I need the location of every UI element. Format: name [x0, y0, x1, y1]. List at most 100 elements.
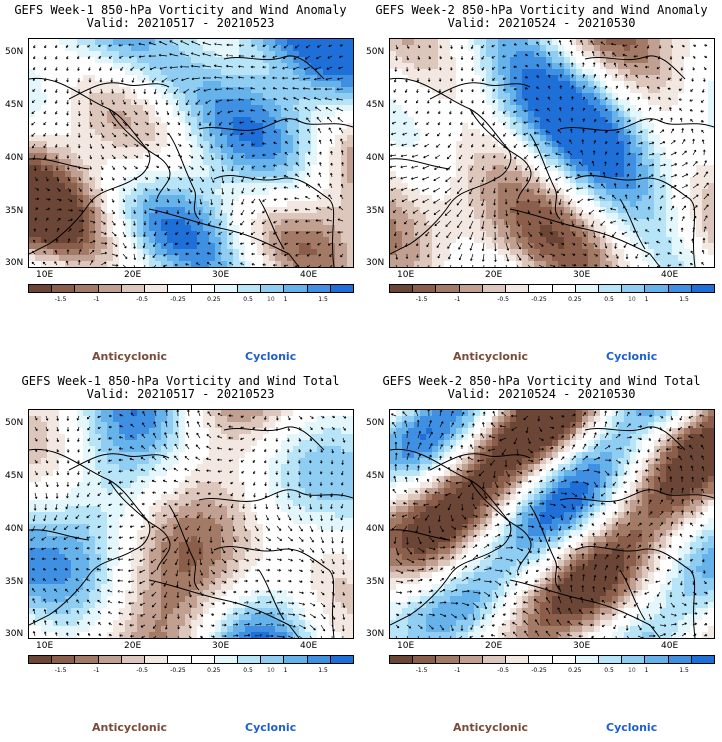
lon-label: 30E: [212, 270, 230, 280]
panel-title: GEFS Week-2 850-hPa Vorticity and Wind T…: [382, 374, 701, 388]
panel-valid-dates: Valid: 20210524 - 20210530: [447, 387, 636, 401]
colorbar-swatch: [330, 656, 354, 663]
colorbar-label: 0.5: [604, 667, 614, 674]
colorbar-swatch: [506, 656, 530, 663]
colorbar-swatch: [668, 285, 692, 292]
colorbar-label: 1: [283, 296, 288, 303]
coastlines: [390, 55, 714, 267]
lat-label: 30N: [366, 258, 385, 268]
panel-title: GEFS Week-2 850-hPa Vorticity and Wind A…: [375, 3, 708, 17]
lon-label: 40E: [661, 641, 679, 651]
lon-label: 40E: [300, 270, 318, 280]
colorbar-swatch: [29, 656, 53, 663]
colorbar-swatch: [622, 656, 646, 663]
colorbar-swatch: [284, 656, 308, 663]
colorbar-swatch: [645, 656, 669, 663]
lat-label: 45N: [366, 100, 385, 110]
colorbar-swatch: [29, 285, 53, 292]
vorticity-shading: [29, 39, 353, 267]
colorbar-label: -0.25: [170, 667, 186, 674]
colorbar-swatch: [691, 656, 715, 663]
cyclonic-label: Cyclonic: [245, 721, 297, 734]
colorbar-swatch: [482, 656, 507, 663]
vorticity-shading: [390, 410, 714, 638]
panel-valid-dates: Valid: 20210517 - 20210523: [86, 387, 275, 401]
colorbar-swatch: [598, 285, 623, 292]
lat-label: 30N: [5, 258, 24, 268]
colorbar-swatch: [413, 656, 437, 663]
colorbar-swatch: [98, 285, 122, 292]
colorbar-label: -1: [454, 296, 461, 303]
anticyclonic-label: Anticyclonic: [92, 721, 168, 734]
colorbar-label: -0.25: [531, 667, 547, 674]
reference-vector-label: 10: [628, 296, 636, 303]
lon-label: 10E: [36, 641, 54, 651]
colorbar-swatch: [529, 656, 553, 663]
colorbar-label: -1: [93, 667, 100, 674]
colorbar-swatch: [529, 285, 553, 292]
wind-vectors: [31, 40, 345, 267]
lat-label: 40N: [5, 153, 24, 163]
map-panel-2: GEFS Week-2 850-hPa Vorticity and Wind A…: [361, 0, 722, 371]
colorbar-swatch: [506, 285, 530, 292]
colorbar-label: 1: [644, 296, 649, 303]
lat-label: 35N: [5, 577, 24, 587]
colorbar-label: 1.5: [679, 667, 689, 674]
colorbar-swatch: [307, 656, 331, 663]
lat-label: 50N: [366, 47, 385, 57]
reference-vector-label: 10: [267, 667, 275, 674]
colorbar-swatch: [191, 656, 215, 663]
colorbar-swatch: [145, 656, 169, 663]
lon-label: 10E: [36, 270, 54, 280]
lat-label: 40N: [366, 524, 385, 534]
wind-vectors: [391, 410, 708, 638]
colorbar-swatch: [575, 285, 599, 292]
colorbar-swatch: [598, 656, 623, 663]
colorbar-swatch: [552, 285, 576, 292]
vorticity-wind-map: [28, 409, 354, 639]
anticyclonic-label: Anticyclonic: [453, 350, 529, 363]
colorbar-label: 1.5: [679, 296, 689, 303]
colorbar-swatch: [261, 285, 285, 292]
anticyclonic-label: Anticyclonic: [92, 350, 168, 363]
colorbar-label: -0.25: [531, 296, 547, 303]
colorbar: [389, 284, 715, 293]
panel-title: GEFS Week-1 850-hPa Vorticity and Wind T…: [21, 374, 340, 388]
colorbar-swatch: [390, 656, 414, 663]
lat-label: 50N: [5, 47, 24, 57]
colorbar-label: -0.5: [136, 296, 148, 303]
colorbar-swatch: [75, 285, 99, 292]
colorbar-swatch: [145, 285, 169, 292]
map-canvas: [390, 39, 714, 267]
cyclonic-label: Cyclonic: [606, 350, 658, 363]
colorbar-swatch: [330, 285, 354, 292]
colorbar-swatch: [436, 656, 460, 663]
colorbar-swatch: [52, 285, 76, 292]
lat-label: 45N: [5, 100, 24, 110]
panel-title: GEFS Week-1 850-hPa Vorticity and Wind A…: [14, 3, 347, 17]
colorbar-label: -1.5: [54, 296, 67, 303]
colorbar-swatch: [413, 285, 437, 292]
map-canvas: [29, 410, 353, 638]
vorticity-shading: [390, 39, 714, 267]
colorbar-label: -0.5: [136, 667, 148, 674]
lat-label: 45N: [5, 471, 24, 481]
colorbar-swatch: [237, 656, 262, 663]
colorbar-swatch: [575, 656, 599, 663]
lon-label: 20E: [124, 641, 142, 651]
lat-label: 35N: [5, 206, 24, 216]
map-panel-4: GEFS Week-2 850-hPa Vorticity and Wind T…: [361, 371, 722, 742]
colorbar-swatch: [482, 285, 507, 292]
lon-label: 30E: [212, 641, 230, 651]
colorbar-swatch: [459, 285, 483, 292]
colorbar-swatch: [307, 285, 331, 292]
wind-vectors: [390, 39, 709, 267]
map-panel-3: GEFS Week-1 850-hPa Vorticity and Wind T…: [0, 371, 361, 742]
colorbar-swatch: [622, 285, 646, 292]
colorbar-label: -0.25: [170, 296, 186, 303]
colorbar-label: -0.5: [497, 667, 509, 674]
colorbar-label: 1: [644, 667, 649, 674]
lat-label: 35N: [366, 206, 385, 216]
colorbar-label: 1.5: [318, 667, 328, 674]
lon-label: 40E: [661, 270, 679, 280]
